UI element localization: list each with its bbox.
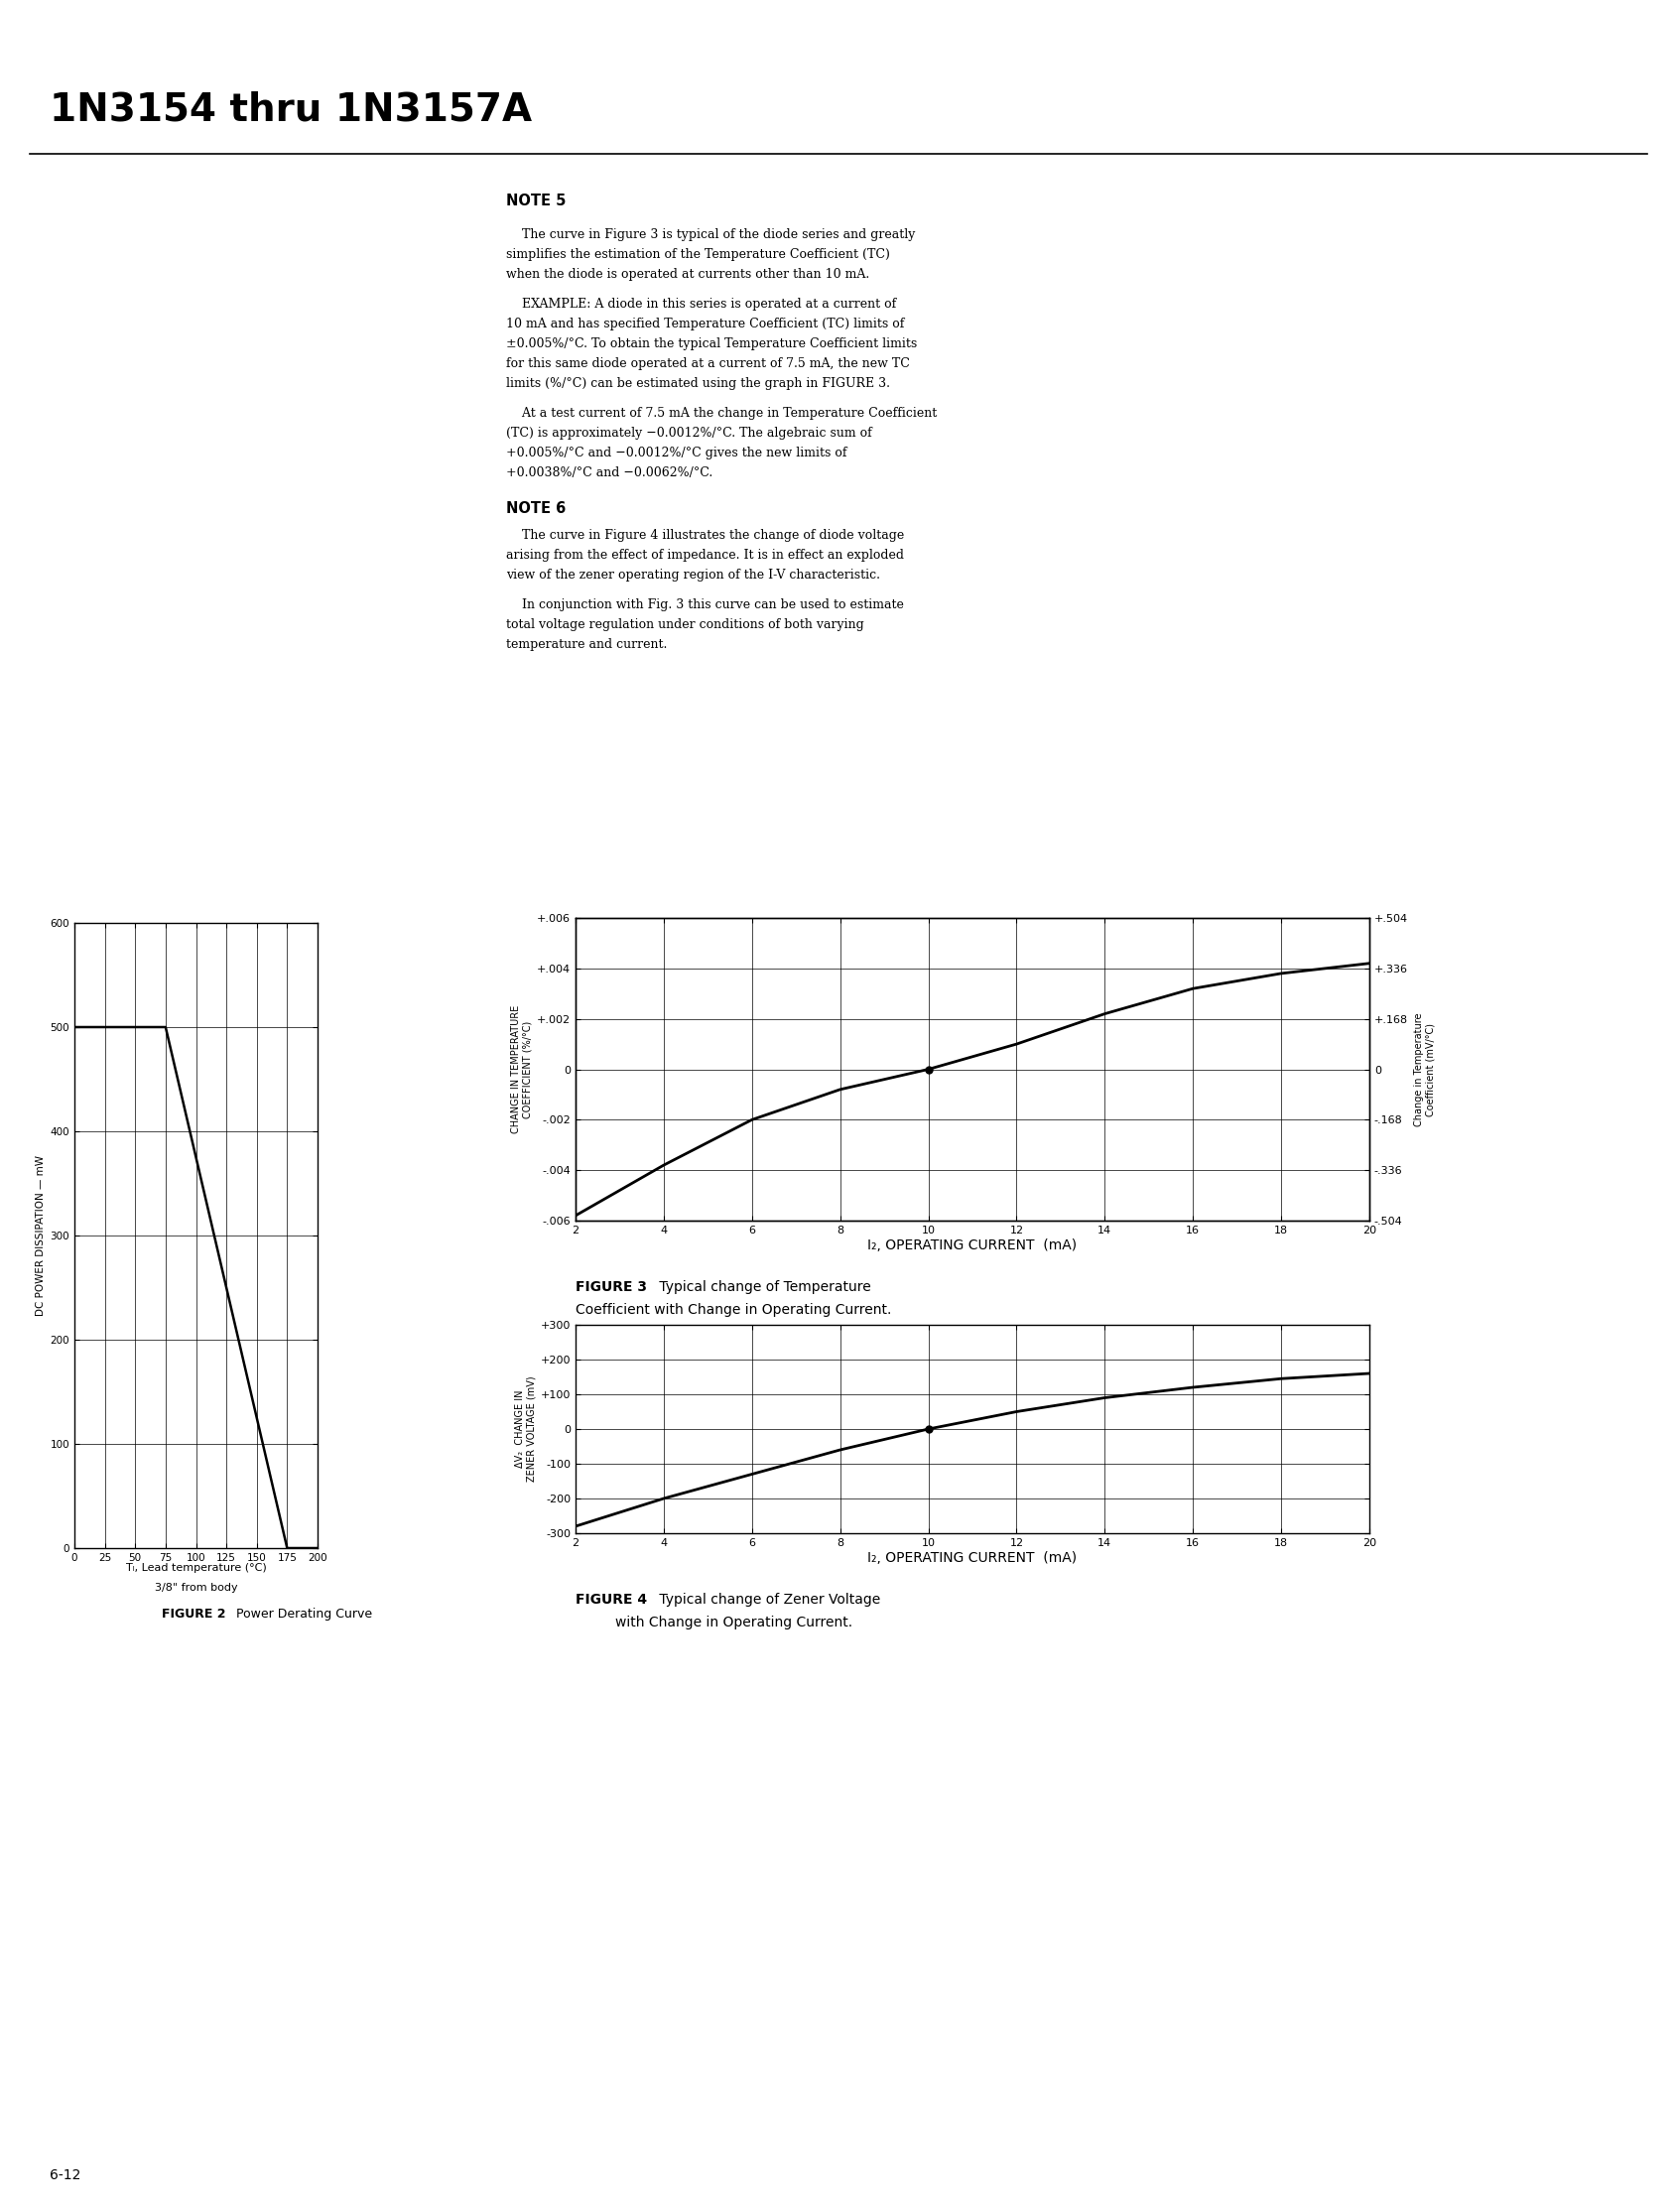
Y-axis label: Change in Temperature
Coefficient (mV/°C): Change in Temperature Coefficient (mV/°C… xyxy=(1414,1013,1435,1126)
Text: In conjunction with Fig. 3 this curve can be used to estimate: In conjunction with Fig. 3 this curve ca… xyxy=(506,599,905,611)
Text: FIGURE 4: FIGURE 4 xyxy=(576,1593,647,1606)
Text: total voltage regulation under conditions of both varying: total voltage regulation under condition… xyxy=(506,617,864,630)
Y-axis label: ΔV₂  CHANGE IN
ZENER VOLTAGE (mV): ΔV₂ CHANGE IN ZENER VOLTAGE (mV) xyxy=(514,1376,536,1482)
Text: +0.0038%/°C and −0.0062%/°C.: +0.0038%/°C and −0.0062%/°C. xyxy=(506,467,714,480)
Text: 6-12: 6-12 xyxy=(50,2168,80,2183)
Text: view of the zener operating region of the I-V characteristic.: view of the zener operating region of th… xyxy=(506,568,879,582)
Y-axis label: CHANGE IN TEMPERATURE
COEFFICIENT (%/°C): CHANGE IN TEMPERATURE COEFFICIENT (%/°C) xyxy=(511,1004,533,1133)
Text: At a test current of 7.5 mA the change in Temperature Coefficient: At a test current of 7.5 mA the change i… xyxy=(506,407,936,420)
Text: arising from the effect of impedance. It is in effect an exploded: arising from the effect of impedance. It… xyxy=(506,549,905,562)
Text: 10 mA and has specified Temperature Coefficient (TC) limits of: 10 mA and has specified Temperature Coef… xyxy=(506,319,905,330)
Text: temperature and current.: temperature and current. xyxy=(506,637,667,650)
Text: 3/8" from body: 3/8" from body xyxy=(154,1584,238,1593)
Text: ±0.005%/°C. To obtain the typical Temperature Coefficient limits: ±0.005%/°C. To obtain the typical Temper… xyxy=(506,338,918,349)
Text: when the diode is operated at currents other than 10 mA.: when the diode is operated at currents o… xyxy=(506,268,869,281)
Text: limits (%/°C) can be estimated using the graph in FIGURE 3.: limits (%/°C) can be estimated using the… xyxy=(506,376,889,389)
Text: FIGURE 2: FIGURE 2 xyxy=(162,1608,229,1621)
Text: The curve in Figure 3 is typical of the diode series and greatly: The curve in Figure 3 is typical of the … xyxy=(506,228,915,241)
Text: I₂, OPERATING CURRENT  (mA): I₂, OPERATING CURRENT (mA) xyxy=(868,1239,1077,1252)
Text: NOTE 6: NOTE 6 xyxy=(506,502,566,515)
Text: I₂, OPERATING CURRENT  (mA): I₂, OPERATING CURRENT (mA) xyxy=(868,1551,1077,1564)
Text: FIGURE 3: FIGURE 3 xyxy=(576,1281,647,1294)
Y-axis label: DC POWER DISSIPATION — mW: DC POWER DISSIPATION — mW xyxy=(37,1155,45,1316)
Text: simplifies the estimation of the Temperature Coefficient (TC): simplifies the estimation of the Tempera… xyxy=(506,248,889,261)
Text: Power Derating Curve: Power Derating Curve xyxy=(236,1608,372,1621)
Text: +0.005%/°C and −0.0012%/°C gives the new limits of: +0.005%/°C and −0.0012%/°C gives the new… xyxy=(506,447,848,460)
Text: The curve in Figure 4 illustrates the change of diode voltage: The curve in Figure 4 illustrates the ch… xyxy=(506,529,905,542)
Text: Typical change of Temperature: Typical change of Temperature xyxy=(655,1281,871,1294)
Text: for this same diode operated at a current of 7.5 mA, the new TC: for this same diode operated at a curren… xyxy=(506,358,910,369)
Text: with Change in Operating Current.: with Change in Operating Current. xyxy=(615,1615,853,1630)
Text: EXAMPLE: A diode in this series is operated at a current of: EXAMPLE: A diode in this series is opera… xyxy=(506,299,896,310)
Text: Typical change of Zener Voltage: Typical change of Zener Voltage xyxy=(655,1593,881,1606)
Text: 1N3154 thru 1N3157A: 1N3154 thru 1N3157A xyxy=(50,91,533,128)
Text: NOTE 5: NOTE 5 xyxy=(506,192,566,208)
Text: Coefficient with Change in Operating Current.: Coefficient with Change in Operating Cur… xyxy=(576,1303,891,1316)
Text: Tₗ, Lead temperature (°C): Tₗ, Lead temperature (°C) xyxy=(126,1564,266,1573)
Text: (TC) is approximately −0.0012%/°C. The algebraic sum of: (TC) is approximately −0.0012%/°C. The a… xyxy=(506,427,873,440)
